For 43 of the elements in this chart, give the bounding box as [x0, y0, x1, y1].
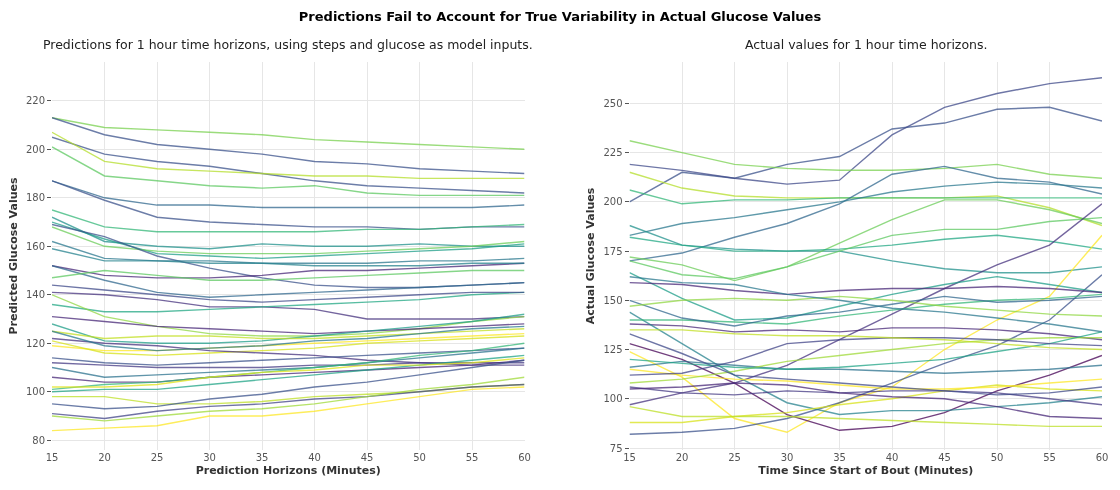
- y-tick-label: 160: [25, 240, 45, 252]
- x-tick-label: 35: [833, 452, 846, 463]
- x-tick-label: 50: [413, 452, 426, 463]
- y-tick-label: 150: [603, 294, 623, 306]
- y-axis-title: Predicted Glucose Values: [6, 177, 20, 335]
- x-tick-label: 35: [255, 452, 269, 463]
- x-tick-label: 40: [308, 452, 321, 463]
- x-tick-label: 20: [675, 452, 689, 463]
- x-axis-title: Time Since Start of Bout (Minutes): [758, 464, 974, 478]
- y-tick-label: 180: [25, 192, 45, 204]
- y-tick-label: 200: [25, 143, 45, 155]
- x-tick-label: 45: [938, 452, 951, 463]
- y-tick-label: 80: [32, 434, 45, 446]
- y-tick-label: 220: [25, 95, 45, 107]
- y-tick-label: 200: [603, 196, 623, 208]
- x-tick-label: 15: [45, 452, 59, 463]
- x-tick-label: 15: [623, 452, 636, 463]
- y-axis-title: Actual Glucose Values: [584, 187, 598, 325]
- y-tick-label: 120: [25, 337, 45, 349]
- x-tick-label: 45: [360, 452, 374, 463]
- chart-subtitle: Predictions for 1 hour time horizons, using steps and glucose as model inputs.: [43, 37, 533, 52]
- x-tick-label: 60: [1095, 452, 1109, 463]
- y-tick-label: 125: [603, 344, 623, 356]
- x-tick-label: 25: [150, 452, 164, 463]
- y-tick-label: 140: [25, 289, 45, 301]
- x-tick-label: 25: [728, 452, 741, 463]
- y-tick-label: 75: [609, 442, 623, 454]
- y-tick-label: 225: [603, 147, 623, 159]
- y-tick-label: 100: [603, 393, 623, 405]
- y-tick-label: 175: [603, 245, 623, 257]
- x-tick-label: 40: [885, 452, 899, 463]
- x-tick-label: 30: [203, 452, 216, 463]
- chart-subtitle: Actual values for 1 hour time horizons.: [745, 37, 988, 52]
- x-tick-label: 20: [98, 452, 111, 463]
- x-tick-label: 60: [518, 452, 531, 463]
- x-tick-label: 50: [990, 452, 1004, 463]
- x-tick-label: 55: [465, 452, 479, 463]
- x-tick-label: 55: [1043, 452, 1056, 463]
- y-tick-label: 250: [603, 97, 623, 109]
- text: Predictions Fail to Account for True Variability in Actual Glucose Values: [298, 9, 822, 25]
- y-tick-label: 100: [25, 386, 45, 398]
- x-tick-label: 30: [780, 452, 794, 463]
- x-axis-title: Prediction Horizons (Minutes): [195, 464, 381, 478]
